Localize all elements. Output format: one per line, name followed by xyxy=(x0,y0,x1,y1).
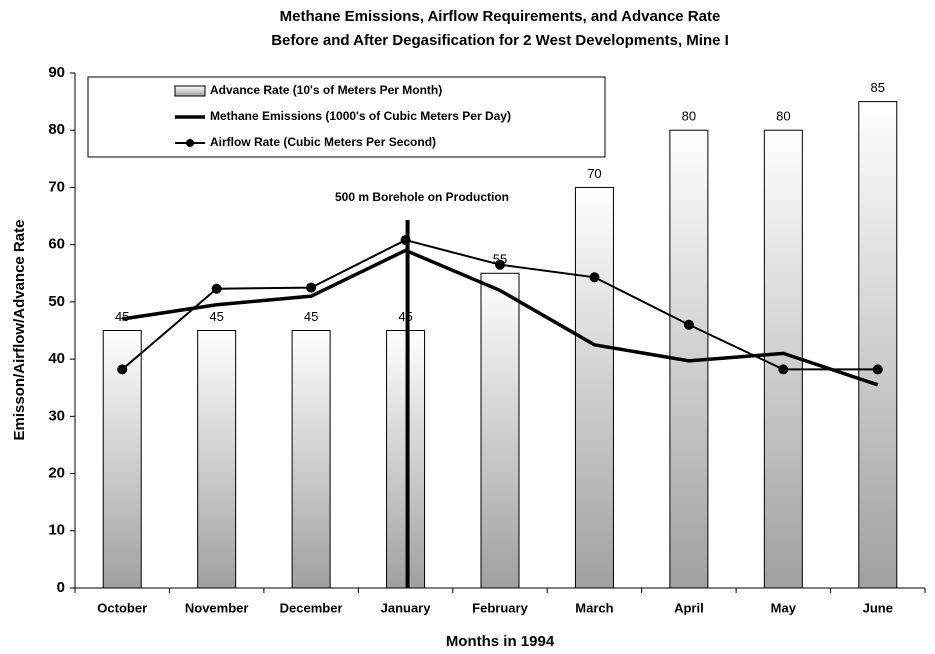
legend-label: Airflow Rate (Cubic Meters Per Second) xyxy=(210,135,436,149)
value-label: 70 xyxy=(587,166,601,181)
annotation: 500 m Borehole on Production xyxy=(335,190,509,204)
marker xyxy=(683,319,694,330)
y-tick-label: 50 xyxy=(48,293,65,310)
bar xyxy=(197,330,237,589)
chart-subtitle: Before and After Degasification for 2 We… xyxy=(271,32,729,49)
y-tick-label: 30 xyxy=(48,407,65,424)
x-tick-label: January xyxy=(381,600,432,615)
marker xyxy=(211,283,222,294)
legend-label: Advance Rate (10's of Meters Per Month) xyxy=(210,83,442,97)
y-tick-label: 0 xyxy=(57,579,65,596)
legend-swatch xyxy=(174,85,206,97)
legend-box xyxy=(87,76,606,158)
x-tick-label: November xyxy=(185,600,249,615)
bar xyxy=(291,330,331,589)
y-tick-label: 20 xyxy=(48,465,65,482)
line xyxy=(121,248,879,387)
marker xyxy=(306,282,317,293)
marker xyxy=(117,364,128,375)
x-tick-label: April xyxy=(674,600,704,615)
marker xyxy=(400,235,411,246)
value-label: 80 xyxy=(776,109,790,124)
value-label: 45 xyxy=(304,309,318,324)
value-label: 45 xyxy=(115,309,129,324)
y-tick-label: 40 xyxy=(48,350,65,367)
x-tick-label: March xyxy=(575,600,613,615)
x-axis-label: Months in 1994 xyxy=(446,633,555,650)
x-tick-label: October xyxy=(97,600,147,615)
y-tick-label: 90 xyxy=(48,64,65,81)
value-label: 80 xyxy=(682,109,696,124)
value-label: 85 xyxy=(871,80,885,95)
value-label: 45 xyxy=(209,309,223,324)
y-tick-label: 80 xyxy=(48,121,65,138)
bar xyxy=(480,272,520,589)
bar xyxy=(858,101,898,589)
y-tick-label: 10 xyxy=(48,522,65,539)
y-tick-label: 70 xyxy=(48,178,65,195)
y-tick-label: 60 xyxy=(48,236,65,253)
x-tick-label: June xyxy=(863,600,893,615)
x-tick-label: February xyxy=(472,600,528,615)
bar xyxy=(574,186,614,589)
y-axis-label: Emisson/Airflow/Advance Rate xyxy=(11,220,28,441)
legend-marker xyxy=(186,139,194,147)
x-tick-label: December xyxy=(280,600,343,615)
marker xyxy=(495,259,505,270)
chart-title: Methane Emissions, Airflow Requirements,… xyxy=(280,8,721,25)
x-tick-label: May xyxy=(771,600,797,615)
marker xyxy=(778,364,789,375)
legend-label: Methane Emissions (1000's of Cubic Meter… xyxy=(210,109,511,123)
marker xyxy=(872,364,883,375)
marker xyxy=(589,272,600,283)
